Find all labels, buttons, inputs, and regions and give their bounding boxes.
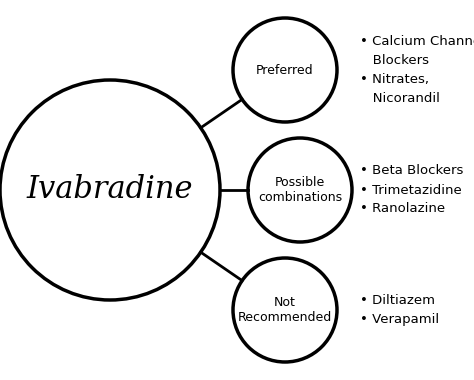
Text: Preferred: Preferred bbox=[256, 63, 314, 76]
Text: Not
Recommended: Not Recommended bbox=[238, 296, 332, 324]
Text: Possible
combinations: Possible combinations bbox=[258, 176, 342, 204]
Text: • Calcium Channel
   Blockers
• Nitrates,
   Nicorandil: • Calcium Channel Blockers • Nitrates, N… bbox=[360, 35, 474, 105]
Text: • Beta Blockers
• Trimetazidine
• Ranolazine: • Beta Blockers • Trimetazidine • Ranola… bbox=[360, 165, 464, 215]
Text: • Diltiazem
• Verapamil: • Diltiazem • Verapamil bbox=[360, 294, 439, 326]
Text: Ivabradine: Ivabradine bbox=[27, 174, 193, 206]
